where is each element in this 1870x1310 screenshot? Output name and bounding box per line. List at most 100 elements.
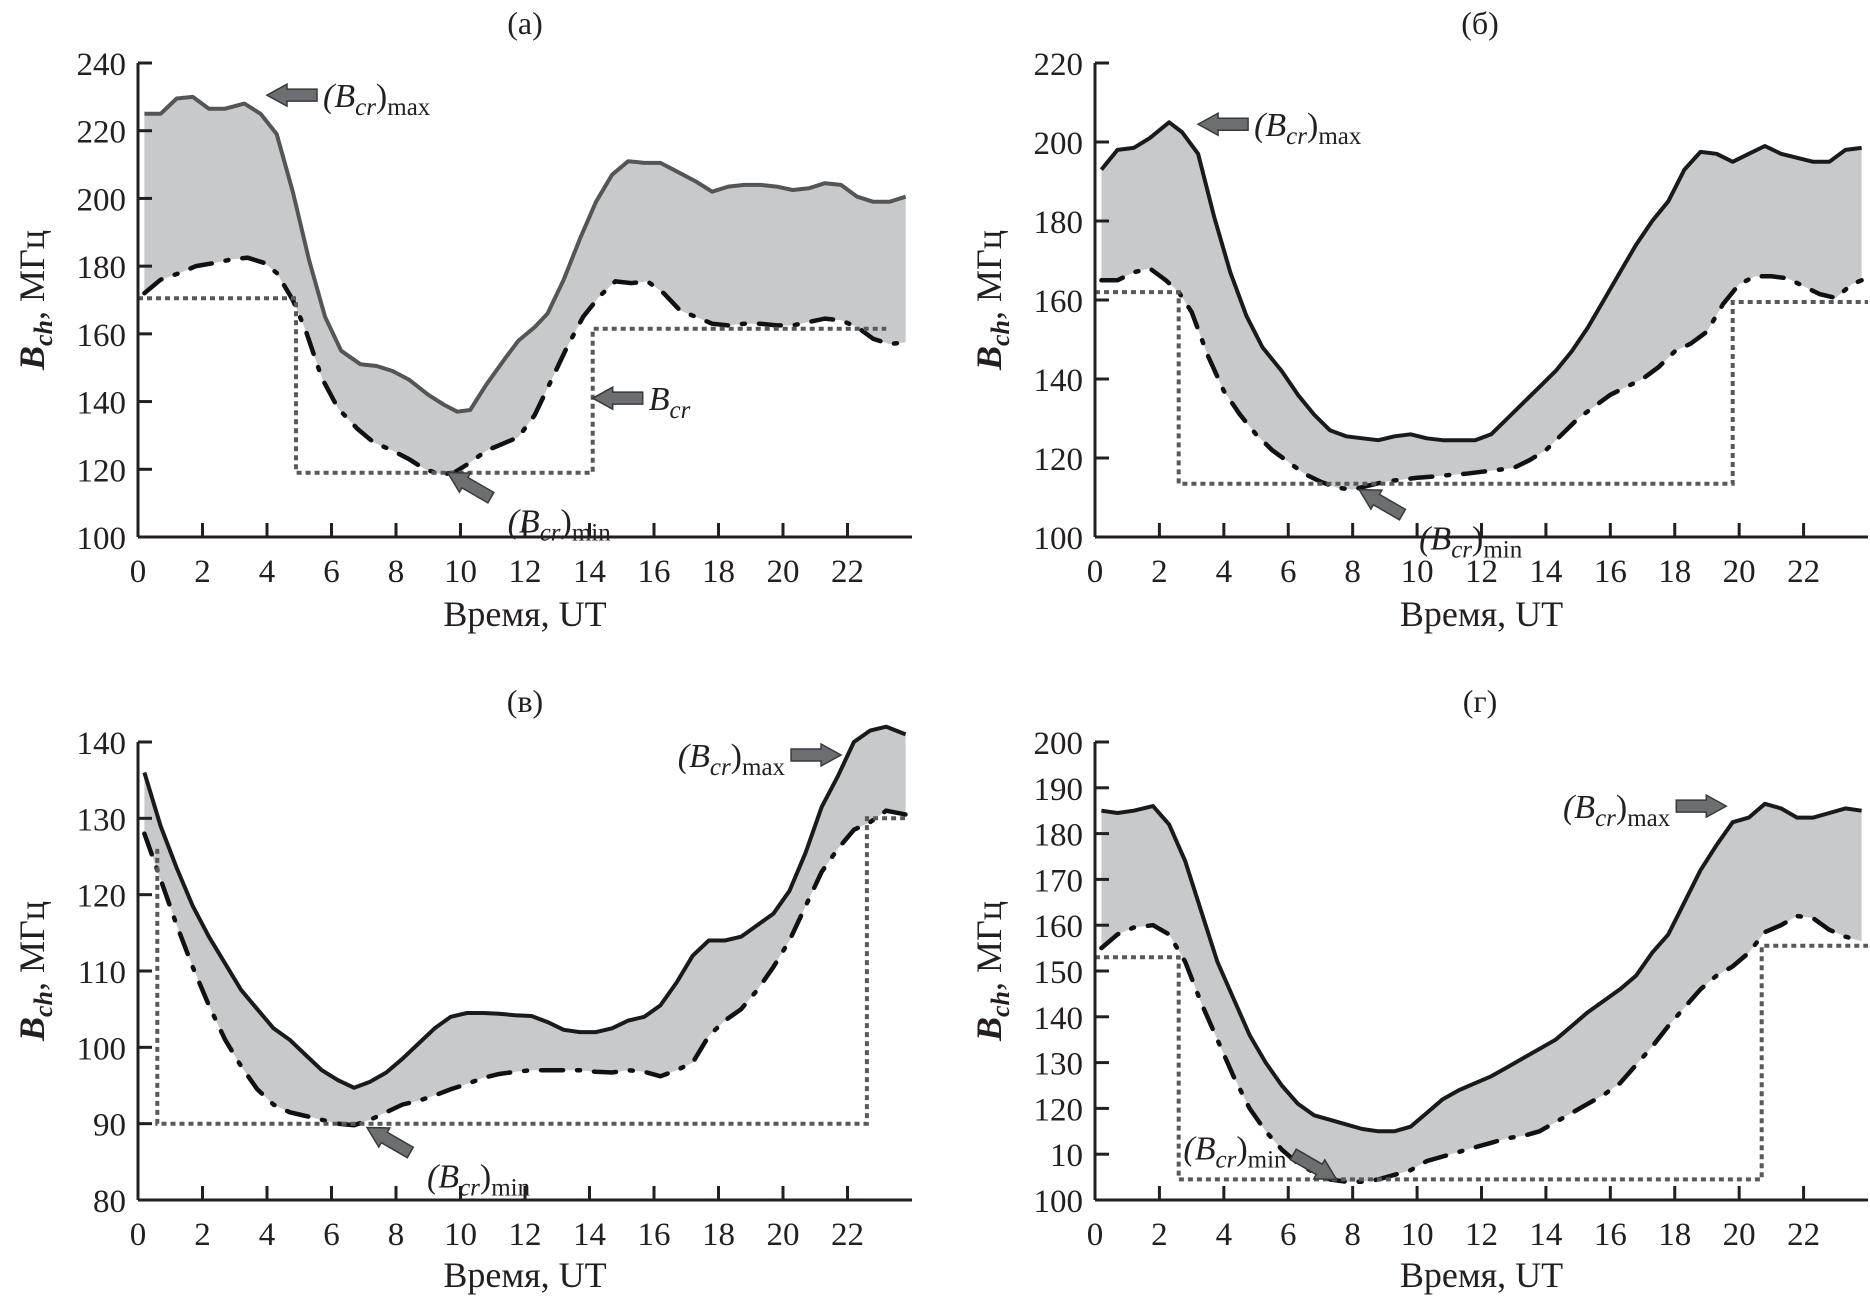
annotation-label: (Bcr)max: [1254, 107, 1362, 150]
y-tick-label: 200: [77, 182, 127, 218]
y-tick-label: 100: [1034, 521, 1084, 557]
y-axis-title-subscript: ch: [986, 991, 1015, 1017]
y-tick-label: 160: [77, 318, 127, 354]
annotation-label-close: ): [1307, 107, 1318, 144]
series-line-bcr-threshold: [1095, 290, 1868, 486]
y-axis-title-subscript: ch: [29, 991, 58, 1017]
annotation-label-subscript: cr: [670, 397, 691, 424]
x-tick-label: 14: [1529, 554, 1562, 590]
panel-g: (г) 100 10 120 130 140 150 160 170 180 190 200 0 2 4 6 8…: [969, 683, 1868, 1295]
x-tick-label: 12: [1465, 1217, 1498, 1253]
series-line-bcr-max: [1101, 801, 1862, 1134]
annotation-label-symbol: (B: [1254, 107, 1286, 144]
annotation-label-close: ): [1616, 789, 1627, 826]
annotation-label-close: ): [731, 738, 742, 775]
band-fill-area: [1101, 803, 1862, 1182]
series-line-bcr-max: [1099, 120, 1862, 443]
annotation-label-close: ): [561, 504, 572, 541]
annotation-min: (Bcr)min: [446, 471, 612, 547]
annotation-label-close: ): [1472, 521, 1483, 558]
y-tick-label: 100: [77, 521, 127, 557]
annotation-min: (Bcr)min: [1357, 488, 1523, 564]
x-tick-label: 0: [1087, 554, 1104, 590]
annotation-label-subscript: cr: [355, 94, 376, 121]
annotation-label: (Bcr)max: [323, 78, 431, 121]
x-tick-label: 18: [702, 554, 735, 590]
x-tick-label: 22: [1787, 554, 1820, 590]
band-fill-area: [1101, 122, 1862, 490]
y-axis-title: Bch, МГц: [969, 901, 1015, 1042]
band-fill-area: [144, 96, 906, 475]
x-tick-label: 2: [194, 1217, 211, 1253]
x-tick-label: 0: [130, 1217, 147, 1253]
annotation-label: (Bcr)max: [678, 738, 786, 781]
x-tick-label: 2: [194, 554, 211, 590]
x-tick-label: 10: [444, 1217, 477, 1253]
y-tick-label: 180: [1034, 205, 1084, 241]
x-axis-title: Время, UT: [443, 594, 606, 634]
x-tick-label: 12: [509, 1217, 542, 1253]
x-tick-label: 18: [1658, 554, 1691, 590]
annotation-label-subscript: cr: [459, 1174, 480, 1201]
annotation-label-symbol: (B: [427, 1158, 459, 1195]
y-tick-label: 180: [1034, 818, 1084, 854]
panel-title: (б): [1461, 5, 1499, 41]
x-tick-label: 4: [259, 1217, 276, 1253]
x-tick-label: 22: [831, 1217, 864, 1253]
y-tick-label: 100: [1034, 1184, 1084, 1220]
annotation-label-subscript: cr: [1595, 805, 1616, 832]
y-axis-title-symbol: B: [12, 1017, 52, 1042]
x-tick-label: 10: [1401, 1217, 1434, 1253]
annotation-label: (Bcr)min: [508, 504, 612, 547]
annotation-label-symbol: (B: [1419, 521, 1451, 558]
y-tick-label: 200: [1034, 726, 1084, 762]
annotation-min: (Bcr)min: [1183, 1130, 1338, 1181]
panel-b: (б) 100 120 140 160 180 200 220 0 2 4 6 8 10 12 14 16 18 2…: [969, 5, 1868, 634]
annotation-label-suffix: min: [491, 1174, 530, 1201]
annotation-label-symbol: (B: [1563, 789, 1595, 826]
y-tick-label: 180: [77, 250, 127, 286]
x-tick-label: 8: [388, 554, 405, 590]
y-axis-title-symbol: B: [969, 346, 1009, 371]
annotation-label-suffix: min: [1483, 537, 1522, 564]
y-tick-label: 160: [1034, 284, 1084, 320]
x-tick-label: 0: [130, 554, 147, 590]
x-axis-title: Время, UT: [1400, 594, 1563, 634]
x-tick-label: 16: [1594, 1217, 1627, 1253]
y-tick-label: 120: [1034, 1092, 1084, 1128]
panel-title: (в): [507, 683, 543, 719]
y-axis-title: Bch, МГц: [12, 901, 58, 1042]
series-line-bcr-min: [1099, 913, 1864, 1184]
annotation-label: (Bcr)min: [427, 1158, 531, 1201]
annotation-label-suffix: max: [387, 94, 431, 121]
x-tick-label: 16: [638, 1217, 671, 1253]
annotation-max: (Bcr)max: [265, 78, 431, 121]
x-tick-label: 6: [323, 1217, 340, 1253]
x-tick-label: 10: [1401, 554, 1434, 590]
annotation-max: (Bcr)max: [1563, 789, 1728, 832]
annotation-arrow-icon: [790, 742, 843, 768]
y-tick-label: 120: [1034, 442, 1084, 478]
y-tick-label: 200: [1034, 126, 1084, 162]
x-tick-label: 0: [1087, 1217, 1104, 1253]
x-tick-label: 2: [1151, 554, 1168, 590]
annotation-arrow-icon: [265, 82, 318, 108]
annotation-label-close: ): [480, 1158, 491, 1195]
y-axis-title-unit: , МГц: [12, 230, 52, 320]
y-tick-label: 160: [1034, 909, 1084, 945]
x-tick-label: 6: [1280, 554, 1297, 590]
annotation-label-suffix: min: [1248, 1146, 1287, 1173]
x-tick-label: 8: [1344, 1217, 1361, 1253]
annotation-label-close: ): [1236, 1130, 1247, 1167]
x-tick-label: 6: [323, 554, 340, 590]
annotation-max: (Bcr)max: [1196, 107, 1362, 150]
annotation-label: (Bcr)min: [1419, 521, 1523, 564]
y-tick-label: 130: [77, 802, 127, 838]
panel-title: (а): [507, 5, 543, 41]
x-tick-label: 8: [388, 1217, 405, 1253]
x-tick-label: 14: [573, 1217, 606, 1253]
x-tick-label: 20: [767, 554, 800, 590]
y-axis-title-unit: , МГц: [969, 230, 1009, 320]
y-axis-title-symbol: B: [969, 1017, 1009, 1042]
y-tick-label: 10: [1050, 1138, 1083, 1174]
